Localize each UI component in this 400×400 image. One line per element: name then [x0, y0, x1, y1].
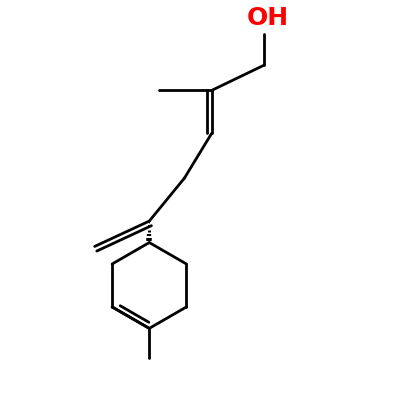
Text: OH: OH	[247, 6, 289, 30]
